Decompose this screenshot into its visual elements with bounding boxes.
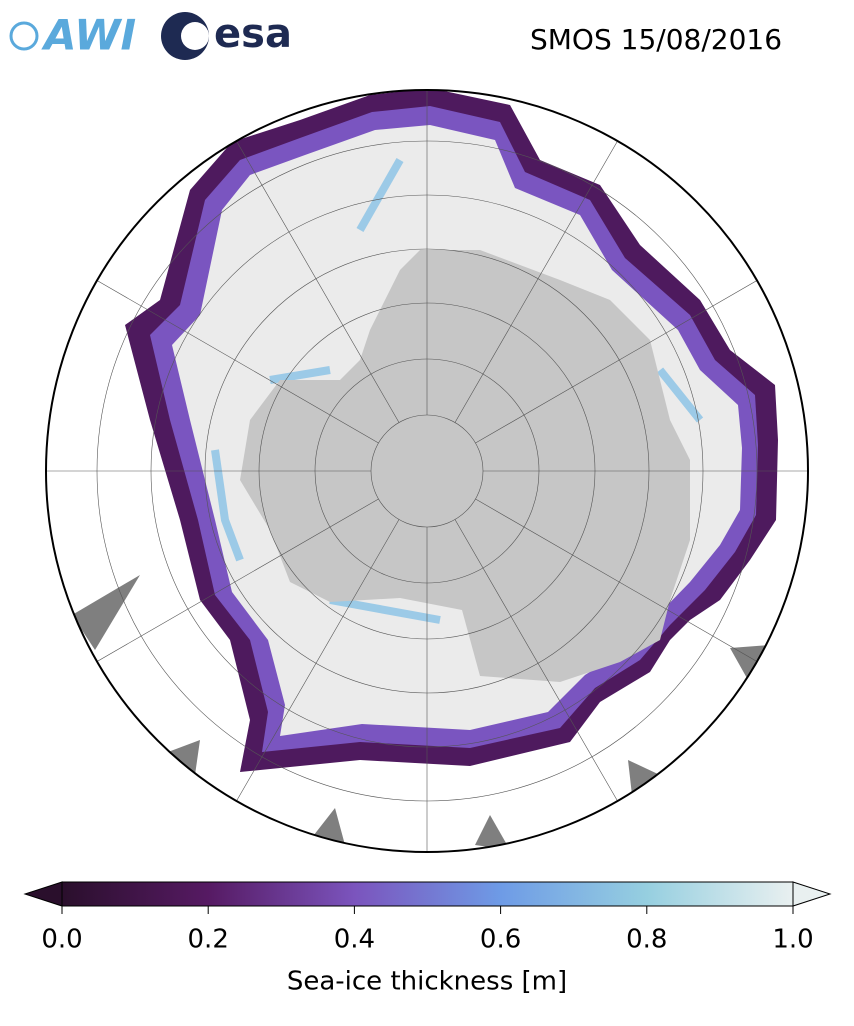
colorbar-tick-label: 0.0 [41,925,82,955]
colorbar-label: Sea-ice thickness [m] [287,967,567,997]
meridian [454,519,628,818]
awi-text: AWI [41,11,136,60]
map-title: SMOS 15/08/2016 [530,23,782,56]
map-frame [45,89,809,853]
awi-logo: AWI [9,11,136,60]
graticule [46,90,808,852]
colorbar-tick-label: 0.2 [188,925,229,955]
colorbar-tick-label: 1.0 [772,925,813,955]
esa-globe-inner [181,22,209,50]
map [46,90,808,852]
colorbar: Sea-ice thickness [m] 0.0 0.2 0.4 0.6 0.8 1.0 [23,881,832,997]
meridian [475,498,774,672]
meridian [80,498,379,672]
colorbar-gradient [62,882,793,906]
meridian [226,519,400,818]
awi-globe [9,21,39,51]
meridian [475,270,774,444]
colorbar-tick-label: 0.6 [480,925,521,955]
colorbar-tick-label: 0.4 [334,925,375,955]
meridian [226,124,400,423]
meridian [454,124,628,423]
meridian [80,270,379,444]
colorbar-tick-label: 0.8 [626,925,667,955]
sea-ice-patches [211,158,704,624]
colorbar-extend-min [23,881,63,907]
antarctica [240,250,690,682]
colorbar-frame [61,881,794,907]
colorbar-extend-max [792,881,832,907]
esa-text: esa [214,11,292,57]
esa-logo: esa [161,11,292,60]
